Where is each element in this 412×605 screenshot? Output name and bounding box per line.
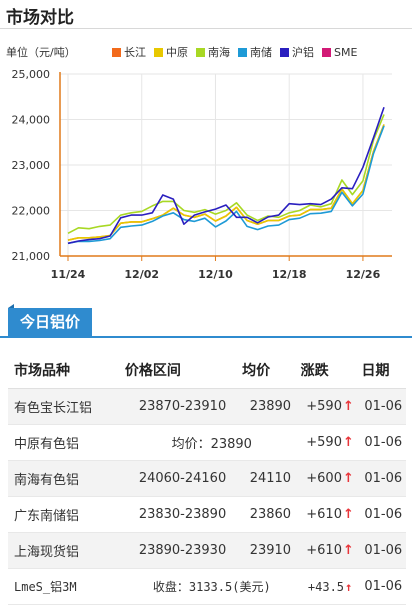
price-merged: 均价：23890 xyxy=(123,424,300,461)
up-arrow-icon: ↑ xyxy=(342,543,354,558)
legend-label: 长江 xyxy=(124,46,146,59)
change-value: +600 xyxy=(306,471,342,486)
avg-price: 24110 xyxy=(241,460,300,497)
price-table: 市场品种 价格区间 均价 涨跌 日期 有色宝长江铝 23870-23910 2389… xyxy=(8,352,406,605)
change-value: +590 xyxy=(306,399,342,414)
market-name: LmeS_铝3M xyxy=(8,568,124,605)
y-tick-label: 23,000 xyxy=(12,159,51,172)
up-arrow-icon: ↑ xyxy=(342,435,354,450)
legend-item[interactable]: 中原 xyxy=(154,44,188,60)
legend-swatch xyxy=(280,47,289,57)
market-name: 广东南储铝 xyxy=(8,496,124,533)
up-arrow-icon: ↑ xyxy=(342,507,354,522)
market-name: 上海现货铝 xyxy=(8,532,124,569)
chart-legend: 长江 中原 南海 南储 沪铝 SME xyxy=(112,44,357,60)
legend-item[interactable]: 南海 xyxy=(196,44,230,60)
legend-item[interactable]: SME xyxy=(322,44,357,60)
today-price-section: 今日铝价 xyxy=(0,304,412,338)
price-change: +600↑ xyxy=(299,460,361,497)
y-tick-label: 24,000 xyxy=(12,114,51,127)
col-header-market: 市场品种 xyxy=(8,352,124,389)
col-header-range: 价格区间 xyxy=(123,352,242,389)
x-tick-label: 11/24 xyxy=(51,268,86,281)
price-date: 01-06 xyxy=(360,388,406,425)
col-header-date: 日期 xyxy=(360,352,406,389)
series-line xyxy=(67,124,385,241)
col-header-change: 涨跌 xyxy=(299,352,361,389)
price-date: 01-06 xyxy=(360,496,406,533)
x-tick-label: 12/02 xyxy=(124,268,159,281)
up-arrow-icon: ↑ xyxy=(345,579,353,594)
table-header-row: 市场品种 价格区间 均价 涨跌 日期 xyxy=(8,352,406,389)
today-price-tab[interactable]: 今日铝价 xyxy=(8,304,93,336)
price-date: 01-06 xyxy=(360,568,406,605)
price-change: +590↑ xyxy=(299,424,361,461)
x-tick-label: 12/26 xyxy=(346,268,381,281)
avg-price: 23910 xyxy=(241,532,300,569)
price-date: 01-06 xyxy=(360,460,406,497)
change-value: +610 xyxy=(306,543,342,558)
header-divider xyxy=(0,28,412,29)
price-date: 01-06 xyxy=(360,532,406,569)
series-line xyxy=(67,125,385,245)
market-name: 中原有色铝 xyxy=(8,424,124,461)
x-tick-label: 12/18 xyxy=(272,268,307,281)
price-range: 23830-23890 xyxy=(123,496,242,533)
price-change: +610↑ xyxy=(299,532,361,569)
unit-label: 单位（元/吨） xyxy=(6,46,76,59)
legend-swatch xyxy=(112,47,121,57)
legend-item[interactable]: 南储 xyxy=(238,44,272,60)
up-arrow-icon: ↑ xyxy=(342,471,354,486)
series-line xyxy=(67,124,385,241)
price-range: 23890-23930 xyxy=(123,532,242,569)
y-tick-label: 21,000 xyxy=(12,250,51,263)
price-chart: 单位（元/吨） 长江 中原 南海 南储 沪铝 SME 21,000 22,000 23,000… xyxy=(0,34,412,286)
avg-price: 23890 xyxy=(241,388,300,425)
price-range: 24060-24160 xyxy=(123,460,242,497)
table-row[interactable]: 有色宝长江铝 23870-23910 23890 +590↑ 01-06 xyxy=(8,388,406,425)
series-line xyxy=(67,114,385,235)
price-change: +590↑ xyxy=(299,388,361,425)
up-arrow-icon: ↑ xyxy=(342,399,354,414)
section-divider xyxy=(0,336,412,338)
price-date: 01-06 xyxy=(360,424,406,461)
table-row[interactable]: LmeS_铝3M 收盘：3133.5(美元) +43.5↑ 01-06 xyxy=(8,568,406,605)
col-header-avg: 均价 xyxy=(241,352,300,389)
legend-swatch xyxy=(322,47,331,57)
legend-swatch xyxy=(238,47,247,57)
legend-swatch xyxy=(196,47,205,57)
change-value: +590 xyxy=(306,435,342,450)
legend-label: 中原 xyxy=(166,46,188,59)
market-name: 有色宝长江铝 xyxy=(8,388,124,425)
table-row[interactable]: 南海有色铝 24060-24160 24110 +600↑ 01-06 xyxy=(8,460,406,497)
series-line xyxy=(67,106,385,245)
y-tick-label: 25,000 xyxy=(12,68,51,81)
price-change: +610↑ xyxy=(299,496,361,533)
price-range: 23870-23910 xyxy=(123,388,242,425)
price-change: +43.5↑ xyxy=(299,568,361,605)
change-value: +43.5 xyxy=(307,579,345,594)
price-merged: 收盘：3133.5(美元) xyxy=(123,568,300,605)
x-tick-label: 12/10 xyxy=(198,268,233,281)
change-value: +610 xyxy=(306,507,342,522)
legend-label: 沪铝 xyxy=(292,46,314,59)
table-row[interactable]: 上海现货铝 23890-23930 23910 +610↑ 01-06 xyxy=(8,532,406,569)
table-row[interactable]: 广东南储铝 23830-23890 23860 +610↑ 01-06 xyxy=(8,496,406,533)
legend-item[interactable]: 沪铝 xyxy=(280,44,314,60)
page-title: 市场对比 xyxy=(6,8,74,28)
page-header: 市场对比 xyxy=(0,0,412,40)
legend-item[interactable]: 长江 xyxy=(112,44,146,60)
y-tick-label: 22,000 xyxy=(12,205,51,218)
market-name: 南海有色铝 xyxy=(8,460,124,497)
legend-label: SME xyxy=(334,45,358,59)
line-chart-svg: 21,000 22,000 23,000 24,000 25,000 11/24 12/02… xyxy=(12,68,392,281)
legend-label: 南海 xyxy=(208,46,230,59)
legend-swatch xyxy=(154,47,163,57)
legend-label: 南储 xyxy=(250,46,272,59)
avg-price: 23860 xyxy=(241,496,300,533)
table-row[interactable]: 中原有色铝 均价：23890 +590↑ 01-06 xyxy=(8,424,406,461)
